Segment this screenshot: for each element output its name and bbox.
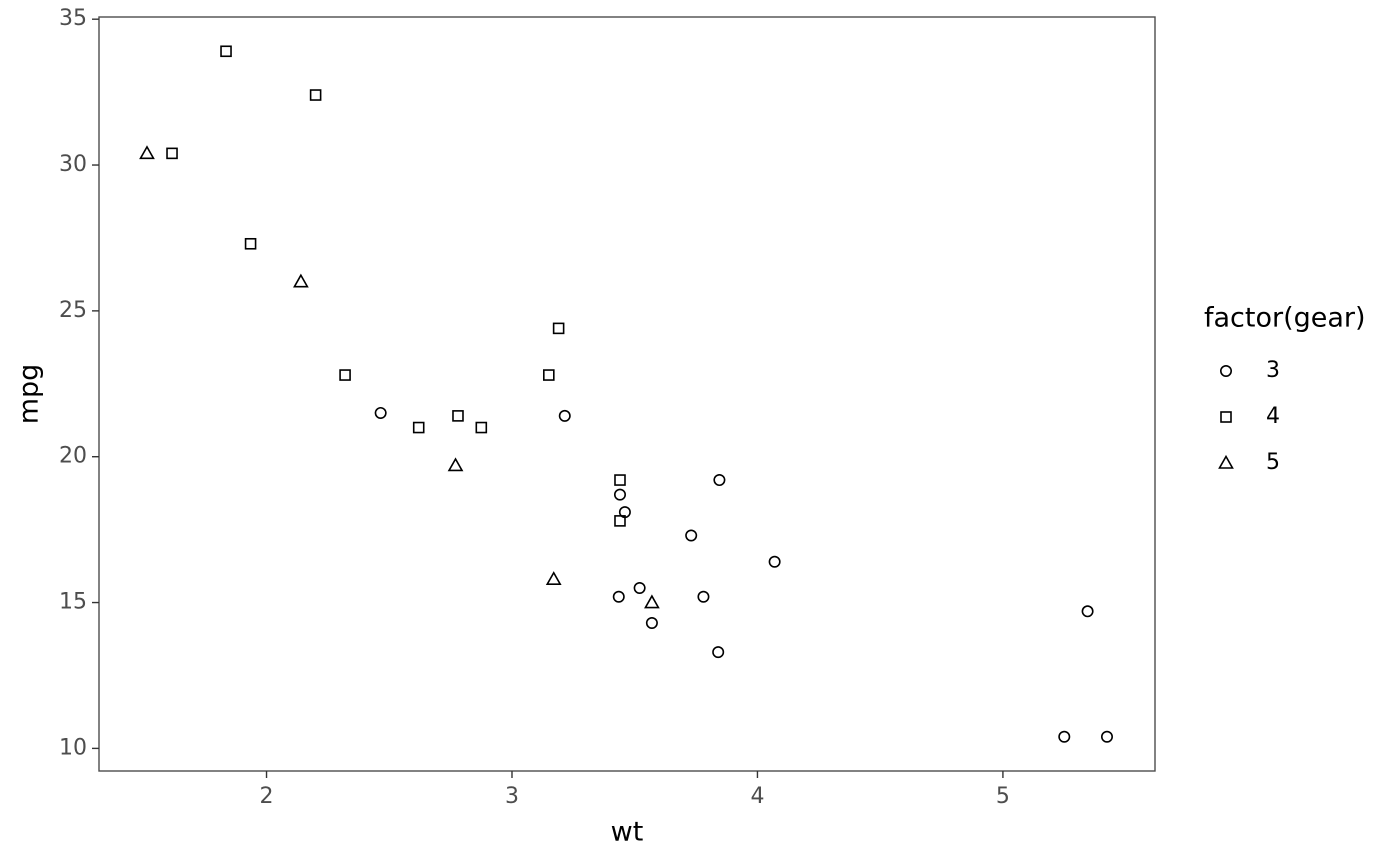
x-tick-label: 2	[260, 784, 274, 809]
point	[447, 457, 464, 472]
x-tick-label: 3	[505, 784, 519, 809]
point	[552, 322, 565, 335]
point	[1058, 730, 1071, 743]
legend-symbol	[1220, 411, 1232, 423]
point	[614, 515, 626, 527]
point	[339, 369, 351, 381]
point	[644, 594, 660, 609]
point	[645, 616, 658, 629]
x-tick-label: 5	[996, 784, 1010, 809]
point	[452, 410, 464, 422]
legend-label: 3	[1266, 358, 1280, 383]
point	[412, 421, 425, 434]
y-tick-label: 30	[59, 152, 87, 177]
legend-label: 4	[1266, 404, 1280, 429]
y-axis-title: mpg	[14, 364, 45, 425]
point	[244, 237, 257, 250]
y-tick-label: 20	[59, 444, 87, 469]
point	[293, 273, 309, 288]
point	[475, 421, 488, 434]
legend-symbol	[1220, 364, 1233, 377]
point	[545, 571, 562, 586]
point	[220, 45, 232, 58]
panel-border	[98, 16, 1156, 772]
point	[614, 474, 626, 486]
point	[612, 590, 625, 603]
point	[685, 529, 698, 542]
point	[633, 581, 646, 594]
legend-title: factor(gear)	[1204, 303, 1366, 334]
point	[558, 409, 571, 422]
point	[139, 145, 155, 160]
point	[166, 147, 178, 160]
legend-label: 5	[1266, 450, 1280, 475]
point	[543, 369, 555, 381]
y-tick-label: 25	[59, 298, 87, 323]
x-tick-label: 4	[750, 784, 764, 809]
point	[613, 488, 626, 501]
point	[697, 590, 710, 603]
point	[1081, 605, 1094, 618]
y-tick-label: 35	[59, 6, 87, 31]
legend-symbol	[1218, 454, 1234, 469]
x-axis-title: wt	[611, 817, 644, 848]
y-tick-label: 10	[59, 735, 87, 760]
point	[309, 89, 322, 101]
point	[713, 474, 726, 487]
point	[768, 555, 781, 568]
point	[1100, 730, 1113, 743]
point	[712, 646, 725, 659]
point	[374, 406, 387, 419]
y-tick-label: 15	[59, 590, 87, 615]
